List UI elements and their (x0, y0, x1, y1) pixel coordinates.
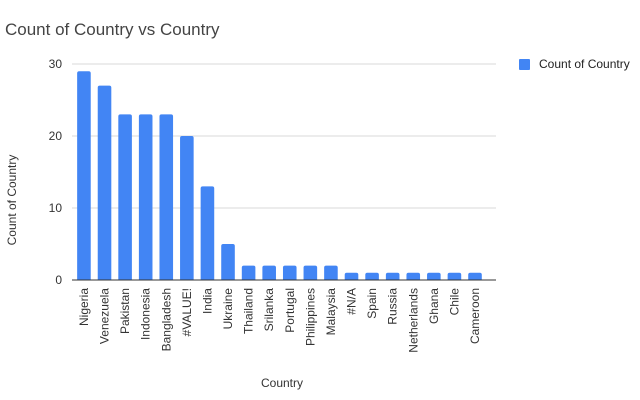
bar-russia (385, 272, 400, 280)
bar-chile (447, 272, 462, 280)
x-tick-label: Pakistan (118, 288, 132, 334)
bar-philippines (303, 265, 318, 280)
bar-ghana (427, 272, 441, 280)
bar-series (77, 71, 482, 281)
x-tick-label: Philippines (303, 288, 317, 346)
x-tick-label: #N/A (345, 288, 359, 315)
x-tick-label: India (200, 288, 214, 314)
x-tick-label: Malaysia (324, 288, 338, 336)
bar-ukraine (221, 244, 235, 280)
bar-bangladesh (159, 114, 174, 281)
x-tick-label: #VALUE! (180, 288, 194, 336)
bar-n-a (344, 272, 359, 280)
bar-india (200, 186, 215, 280)
bar-value (180, 136, 194, 280)
x-tick-label: Chile (447, 288, 461, 316)
x-tick-label: Ukraine (221, 288, 235, 330)
legend-label: Count of Country (539, 57, 630, 71)
gridlines (72, 63, 496, 209)
bar-pakistan (118, 114, 132, 281)
bar-thailand (241, 265, 256, 280)
x-tick-label: Bangladesh (159, 288, 173, 351)
chart-title: Count of Country vs Country (5, 20, 220, 39)
bar-netherlands (406, 272, 421, 280)
bar-cameroon (468, 272, 482, 280)
y-axis-title: Count of Country (5, 155, 19, 246)
x-tick-label: Cameroon (468, 288, 482, 344)
bar-spain (365, 272, 379, 280)
legend-swatch-icon (519, 58, 530, 70)
x-tick-label: Ghana (427, 288, 441, 324)
x-tick-label: Nigeria (77, 288, 91, 326)
y-tick-label: 10 (49, 201, 63, 215)
legend: Count of Country (519, 57, 630, 71)
x-tick-label: Spain (365, 288, 379, 319)
x-tick-label: Netherlands (406, 288, 420, 353)
bar-srilanka (262, 265, 276, 280)
bar-malaysia (324, 265, 338, 280)
y-tick-label: 20 (49, 129, 63, 143)
bar-portugal (282, 265, 297, 280)
axes: 0 10 20 30 Nigeria Venezuela Pakistan Indonesia… (49, 57, 496, 353)
x-tick-label: Thailand (242, 288, 256, 334)
x-tick-label: Russia (386, 288, 400, 325)
y-tick-label: 0 (55, 273, 62, 287)
y-tick-label: 30 (49, 57, 63, 71)
bar-venezuela (97, 85, 112, 280)
x-axis-title: Country (261, 376, 303, 390)
bar-nigeria (77, 71, 91, 280)
bar-indonesia (138, 114, 153, 281)
x-tick-label: Venezuela (98, 288, 112, 344)
x-tick-label: Indonesia (139, 288, 153, 340)
x-tick-label: Portugal (283, 288, 297, 333)
x-tick-label: Srilanka (262, 288, 276, 332)
